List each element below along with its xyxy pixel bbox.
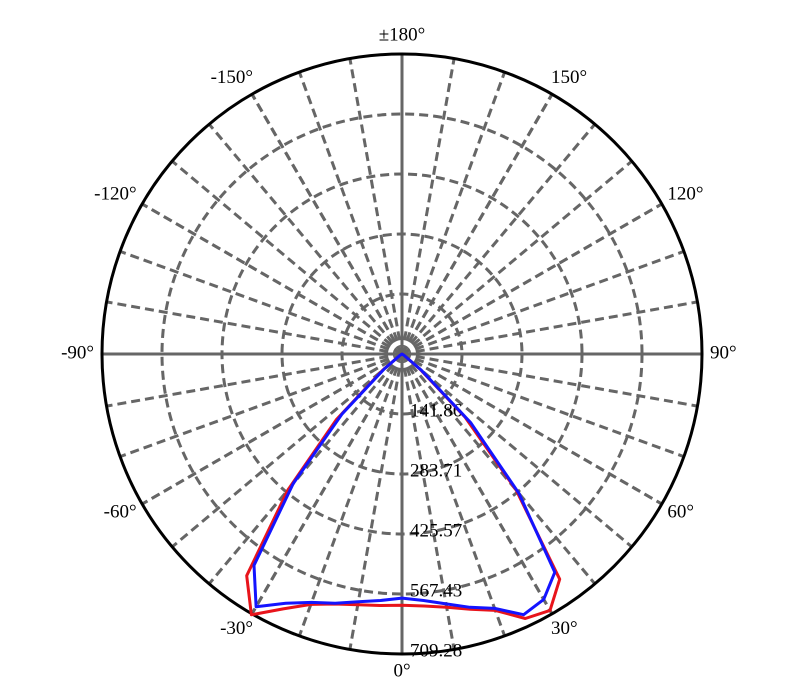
theta-grid-line (400, 58, 456, 355)
theta-tick-label: -150° (211, 67, 253, 88)
theta-tick-label: 90° (710, 342, 737, 363)
theta-grid-line (119, 249, 403, 356)
theta-axis-line (141, 352, 403, 506)
theta-grid-line (106, 300, 403, 356)
theta-grid-line (106, 352, 403, 408)
theta-tick-label: -120° (94, 183, 136, 204)
r-tick-label: 709.28 (410, 640, 462, 661)
r-tick-label: 425.57 (410, 520, 462, 541)
theta-grid-line (171, 160, 403, 356)
theta-grid-line (401, 160, 633, 356)
theta-grid-line (401, 249, 685, 356)
theta-tick-label: 60° (667, 501, 694, 522)
r-tick-label: 567.43 (410, 580, 462, 601)
r-tick-label: 141.86 (410, 400, 462, 421)
theta-grid-line (400, 71, 507, 355)
theta-grid-line (171, 352, 403, 548)
theta-tick-label: -90° (61, 342, 94, 363)
outer-circle (100, 52, 704, 656)
theta-tick-label: 150° (551, 67, 587, 88)
r-tick-label: 283.71 (410, 460, 462, 481)
theta-grid-line (297, 71, 404, 355)
theta-tick-label: 30° (551, 618, 578, 639)
theta-axis-line (250, 353, 404, 615)
theta-grid-line (401, 352, 685, 459)
theta-grid-line (348, 353, 404, 650)
theta-tick-label: -30° (220, 618, 253, 639)
theta-tick-label: 0° (393, 660, 410, 681)
theta-axis-line (401, 352, 663, 506)
theta-axis-line (400, 93, 554, 355)
theta-grid-line (297, 353, 404, 637)
theta-tick-label: 120° (667, 183, 703, 204)
theta-grid-line (400, 353, 507, 637)
theta-grid-line (400, 123, 596, 355)
series-curve (252, 352, 557, 617)
theta-tick-label: ±180° (379, 24, 426, 45)
theta-grid-line (400, 353, 456, 650)
theta-grid-line (401, 352, 633, 548)
theta-axis-line (400, 353, 554, 615)
theta-axis-line (401, 202, 663, 356)
theta-grid-line (400, 353, 596, 585)
theta-grid-line (119, 352, 403, 459)
theta-grid-line (208, 353, 404, 585)
theta-grid-line (401, 352, 698, 408)
theta-tick-label: -60° (104, 501, 137, 522)
theta-axis-line (141, 202, 403, 356)
theta-grid-line (348, 58, 404, 355)
theta-grid-line (208, 123, 404, 355)
theta-grid-line (401, 300, 698, 356)
theta-axis-line (250, 93, 404, 355)
